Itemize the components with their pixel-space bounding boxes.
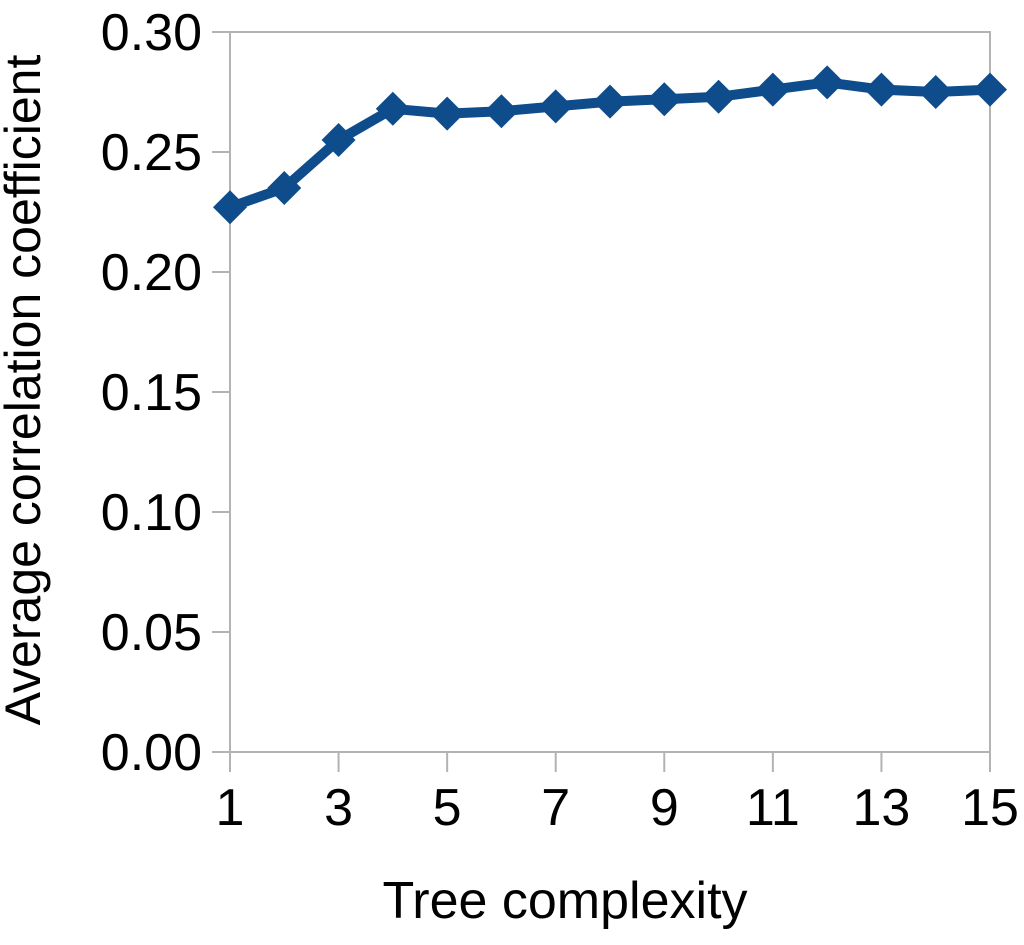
y-tick-label: 0.30: [101, 4, 202, 62]
axis-ticks: [212, 31, 991, 772]
x-tick-label: 9: [650, 779, 679, 837]
data-point-marker: [973, 72, 1007, 107]
y-tick-label: 0.15: [101, 364, 202, 422]
y-tick-label: 0.05: [101, 604, 202, 662]
data-point-marker: [701, 79, 736, 114]
data-point-marker: [755, 72, 790, 107]
x-tick-label: 13: [853, 779, 911, 837]
data-point-marker: [267, 171, 302, 205]
data-point-marker: [593, 84, 627, 119]
data-point-marker: [810, 65, 845, 100]
x-tick-label: 1: [216, 779, 245, 837]
data-point-marker: [864, 72, 899, 107]
data-series: [213, 65, 1007, 225]
x-tick-label: 5: [433, 779, 462, 837]
data-point-marker: [484, 94, 519, 129]
data-point-marker: [538, 89, 573, 124]
x-tick-label: 7: [541, 779, 570, 837]
x-axis-title: Tree complexity: [382, 872, 747, 930]
y-tick-label: 0.20: [101, 244, 202, 302]
y-tick-label: 0.10: [101, 484, 202, 542]
data-point-marker: [375, 91, 410, 126]
x-tick-label: 15: [961, 779, 1019, 837]
x-tick-label: 11: [746, 779, 800, 837]
data-point-marker: [321, 123, 356, 157]
y-tick-label: 0.00: [101, 724, 202, 782]
x-tick-label: 3: [324, 779, 353, 837]
axis-tick-labels: 0.300.250.200.150.100.050.001 3 5 7 9 11 13 15: [101, 4, 1019, 837]
data-point-marker: [430, 96, 465, 131]
y-tick-label: 0.25: [101, 124, 202, 182]
data-point-marker: [647, 82, 682, 117]
data-point-marker: [918, 75, 953, 109]
data-point-marker: [213, 190, 247, 225]
y-axis-title: Average correlation coefficient: [0, 55, 51, 726]
